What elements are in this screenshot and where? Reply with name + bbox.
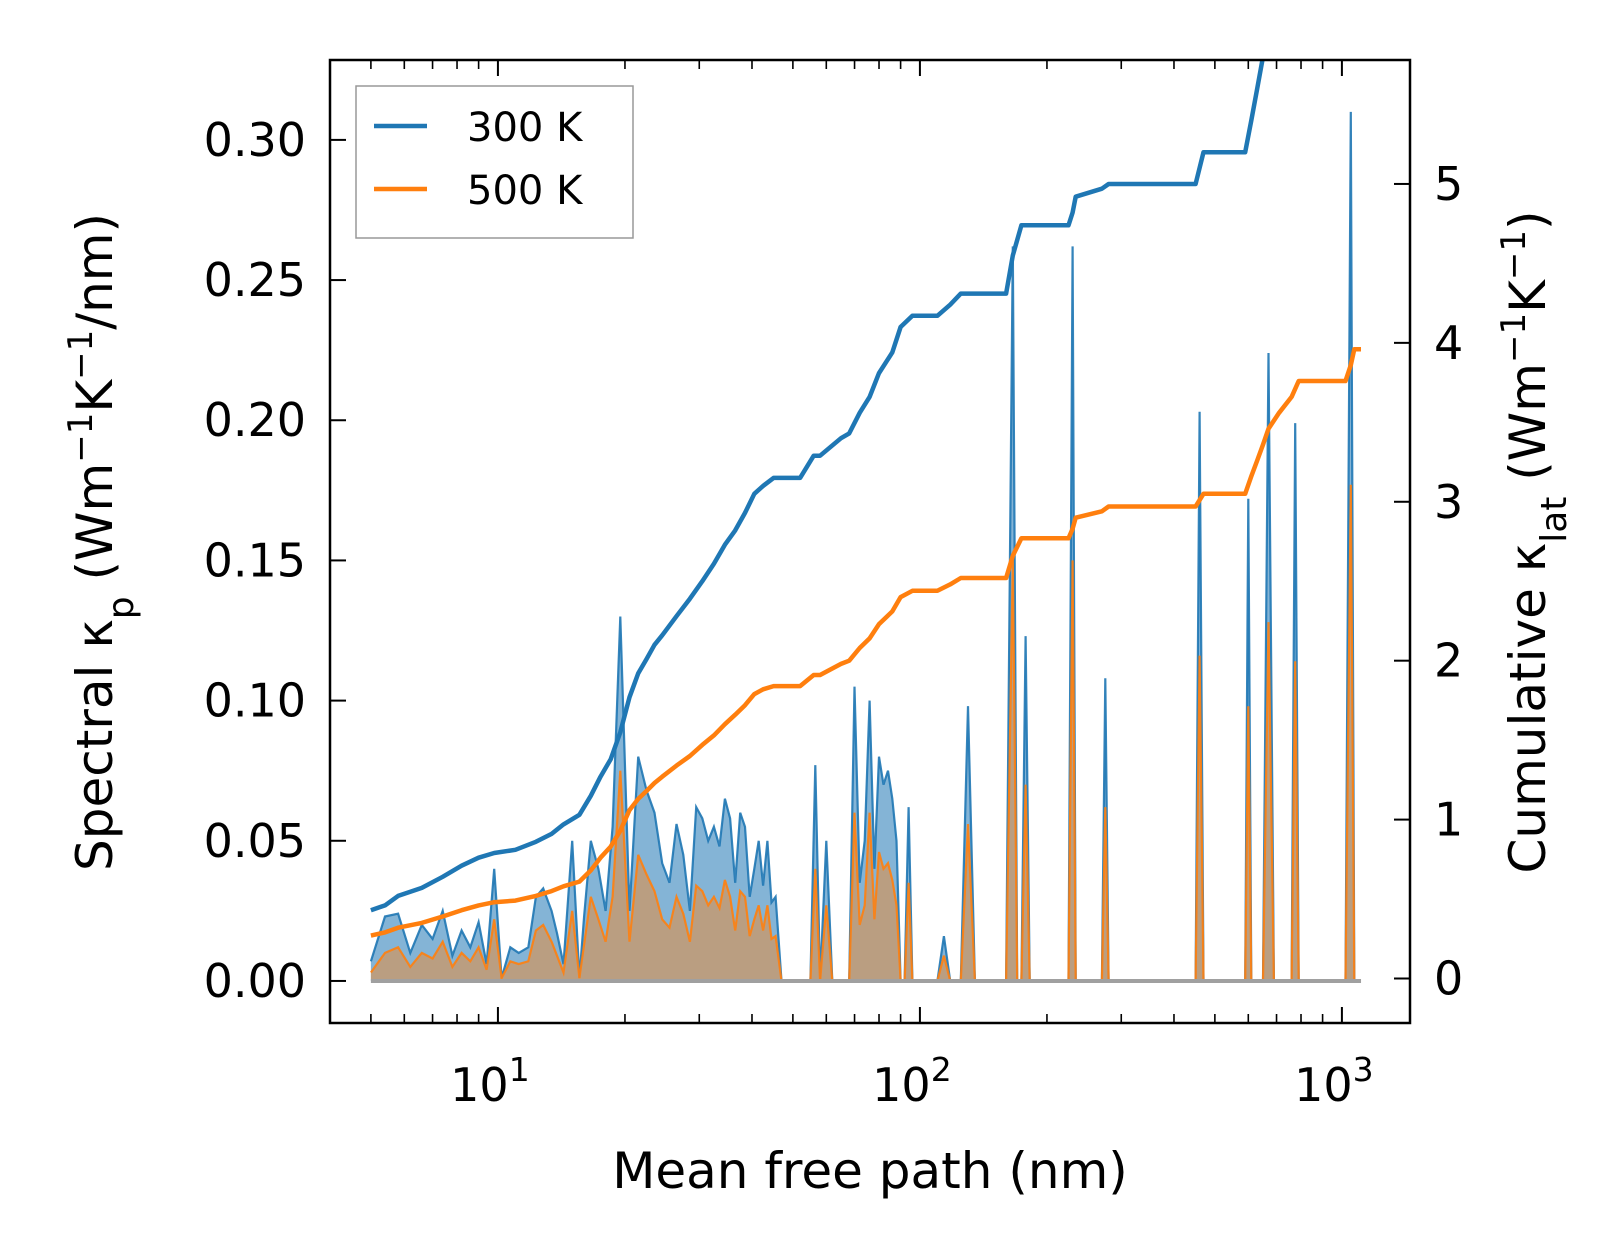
- legend-label-300k: 300 K: [467, 105, 584, 151]
- left-tick-label: 0.20: [204, 393, 306, 447]
- left-tick-label: 0.05: [204, 814, 306, 868]
- right-tick-label: 4: [1434, 316, 1463, 370]
- x-tick-label: 102: [872, 1050, 952, 1112]
- left-tick-label: 0.30: [204, 113, 306, 167]
- right-tick-label: 2: [1434, 634, 1463, 688]
- legend-label-500k: 500 K: [467, 168, 584, 214]
- right-axis-label: Cumulative κlat (Wm−1K−1): [1494, 210, 1575, 873]
- left-axis-label: Spectral κp (Wm−1K−1/nm): [61, 213, 142, 871]
- cumulative-line-300k: [370, 60, 1265, 913]
- legend: 300 K 500 K: [355, 85, 634, 239]
- left-tick-label: 0.00: [204, 954, 306, 1008]
- left-tick-label: 0.25: [204, 253, 306, 307]
- axes-frame: [328, 58, 1412, 1025]
- left-tick-label: 0.15: [204, 533, 306, 587]
- right-tick-label: 3: [1434, 475, 1463, 529]
- legend-frame: [355, 85, 634, 239]
- right-tick-label: 1: [1434, 793, 1463, 847]
- axes-layer: 0.00 0.05 0.10 0.15 0.20 0.25 0.30 0 1 2 3 4 5 101 102…: [204, 58, 1463, 1112]
- x-tick-label: 103: [1294, 1050, 1374, 1112]
- right-tick-label: 5: [1434, 157, 1463, 211]
- spectral-area-300k: [370, 111, 1358, 981]
- cumulative-line-500k: [370, 346, 1361, 938]
- left-tick-label: 0.10: [204, 674, 306, 728]
- plot-area: [369, 60, 1362, 983]
- x-tick-label: 101: [450, 1050, 530, 1112]
- right-tick-label: 0: [1434, 952, 1463, 1006]
- spectral-area-500k: [370, 484, 1358, 981]
- spectral-line-500k: [370, 484, 1358, 982]
- x-axis-label: Mean free path (nm): [612, 1142, 1128, 1200]
